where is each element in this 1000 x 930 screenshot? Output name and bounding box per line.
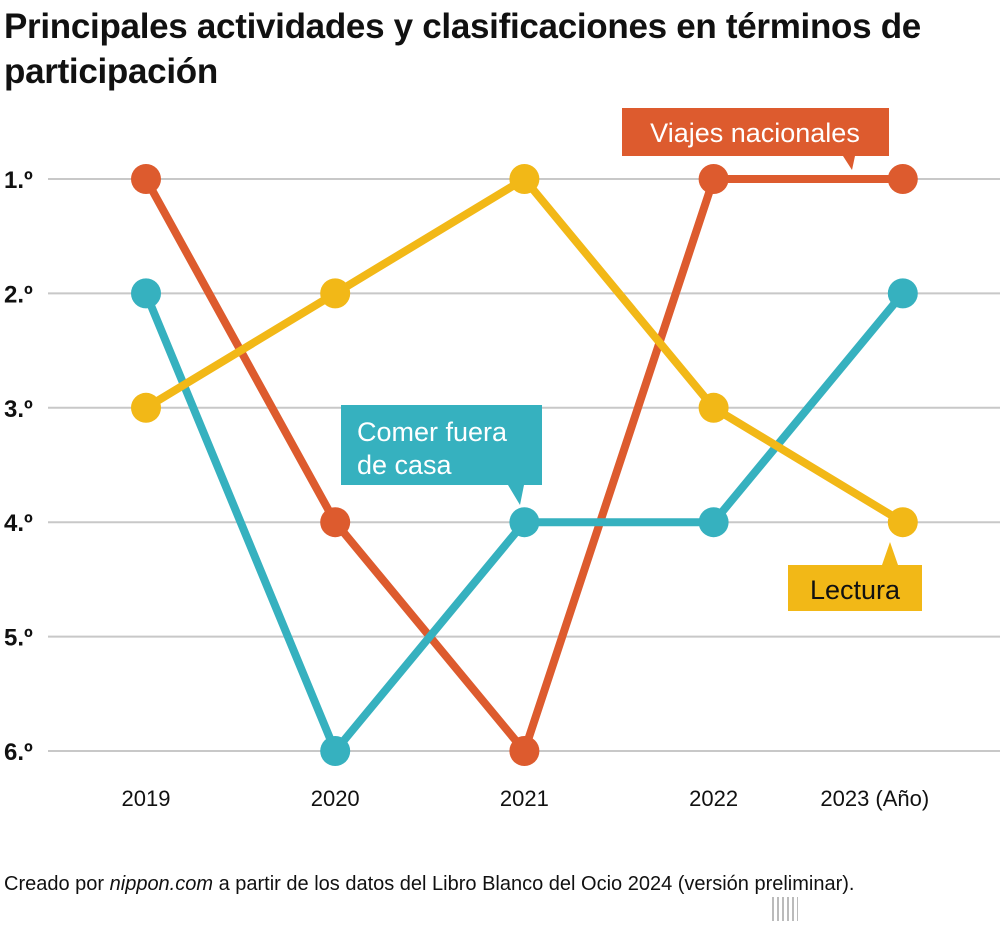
y-tick-label: 3.º <box>4 396 33 423</box>
label-comer-text-1: Comer fuera <box>357 417 508 447</box>
data-point-comer-fuera-de-casa <box>887 278 918 309</box>
logo-tld: com <box>918 928 991 930</box>
source-note: Creado por nippon.com a partir de los da… <box>4 870 854 899</box>
data-point-viajes-nacionales <box>887 164 918 194</box>
x-tick-label: 2022 <box>689 786 738 811</box>
data-point-lectura <box>698 392 729 423</box>
source-suffix: a partir de los datos del Libro Blanco d… <box>213 873 855 895</box>
data-point-viajes-nacionales <box>320 507 351 538</box>
data-point-lectura <box>509 164 540 194</box>
x-tick-label: 2021 <box>500 786 549 811</box>
y-tick-label: 4.º <box>4 510 33 537</box>
data-point-comer-fuera-de-casa <box>320 736 351 766</box>
label-viajes-text: Viajes nacionales <box>650 118 860 148</box>
source-site: nippon.com <box>109 873 214 895</box>
label-viajes: Viajes nacionales <box>622 108 889 170</box>
chart-title: Principales actividades y clasificacione… <box>4 7 921 91</box>
logo-name: nippon <box>772 928 906 930</box>
y-tick-label: 2.º <box>4 281 33 308</box>
data-point-viajes-nacionales <box>131 164 161 194</box>
data-point-lectura <box>131 392 161 423</box>
logo-bars-icon <box>772 897 798 921</box>
x-tick-label: 2020 <box>311 786 360 811</box>
data-point-comer-fuera-de-casa <box>698 507 729 538</box>
y-tick-label: 5.º <box>4 625 33 652</box>
y-tick-label: 1.º <box>4 167 33 194</box>
label-lectura-text: Lectura <box>810 575 901 605</box>
source-prefix: Creado por <box>4 873 110 895</box>
logo-dot: . <box>906 928 918 930</box>
x-tick-label: 2019 <box>122 786 171 811</box>
label-comer: Comer fuera de casa <box>341 405 542 505</box>
data-point-lectura <box>887 507 918 538</box>
data-point-comer-fuera-de-casa <box>131 278 161 309</box>
data-point-comer-fuera-de-casa <box>509 507 540 538</box>
data-point-viajes-nacionales <box>509 736 540 766</box>
data-point-viajes-nacionales <box>698 164 729 194</box>
data-point-lectura <box>320 278 351 309</box>
nippon-logo: nippon.com <box>772 888 1000 930</box>
x-tick-label: 2023 (Año) <box>820 786 929 811</box>
y-tick-label: 6.º <box>4 739 33 766</box>
label-comer-text-2: de casa <box>357 450 453 480</box>
label-lectura: Lectura <box>788 542 922 611</box>
